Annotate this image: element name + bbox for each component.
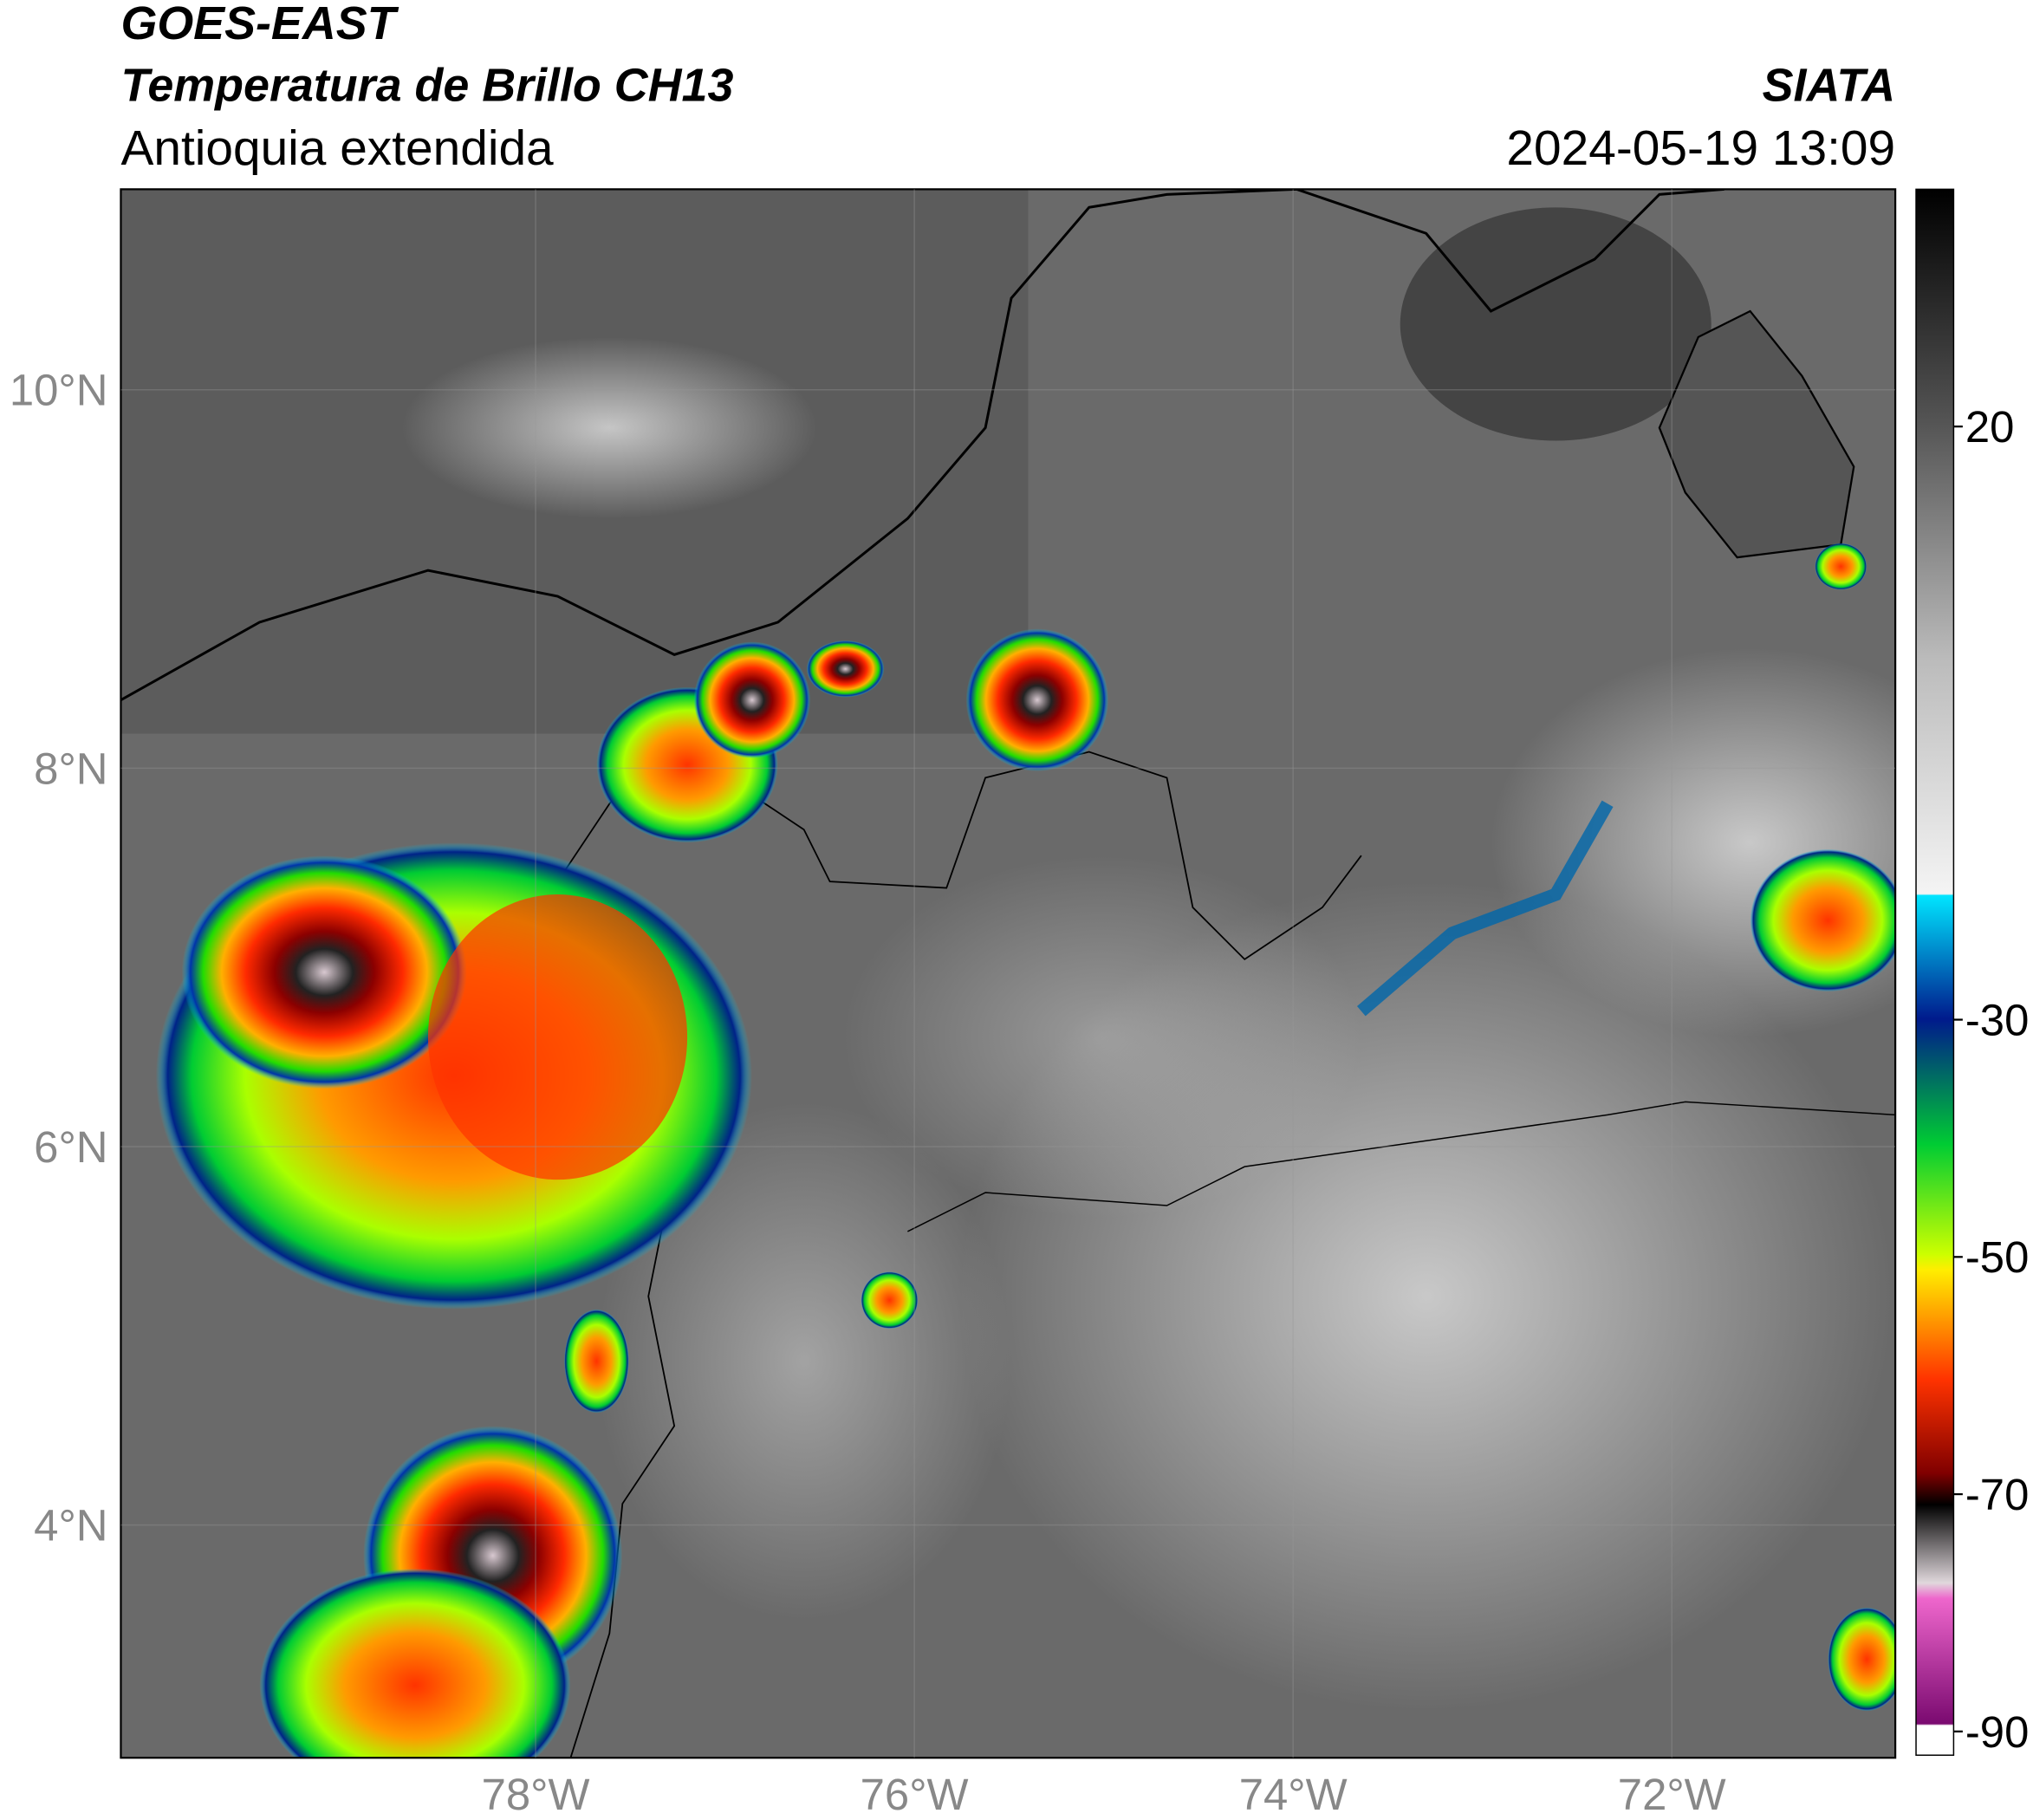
title: GOES-EAST <box>120 0 399 49</box>
x-tick-label: 74°W <box>1239 1770 1348 1819</box>
map-frame <box>120 188 1897 1759</box>
colorbar <box>1915 188 1955 1756</box>
y-tick-label: 10°N <box>10 366 108 415</box>
y-tick-label: 8°N <box>34 744 107 793</box>
colorbar-tick-label: -50 <box>1965 1232 2030 1282</box>
y-tick-label: 4°N <box>34 1501 107 1550</box>
colorbar-tick-label: -70 <box>1965 1470 2030 1519</box>
x-tick-label: 76°W <box>861 1770 969 1819</box>
y-tick-label: 6°N <box>34 1122 107 1172</box>
source: SIATA <box>1763 60 1896 112</box>
x-tick-label: 78°W <box>482 1770 590 1819</box>
colorbar-tick-label: 20 <box>1965 402 2015 452</box>
subtitle: Temperatura de Brillo CH13 <box>120 60 733 112</box>
colorbar-tick-label: -30 <box>1965 995 2030 1044</box>
map-image <box>120 189 1896 1758</box>
colorbar-tick-label: -90 <box>1965 1707 2030 1757</box>
region: Antioquia extendida <box>120 121 554 176</box>
datetime: 2024-05-19 13:09 <box>1506 121 1895 176</box>
x-tick-label: 72°W <box>1618 1770 1726 1819</box>
